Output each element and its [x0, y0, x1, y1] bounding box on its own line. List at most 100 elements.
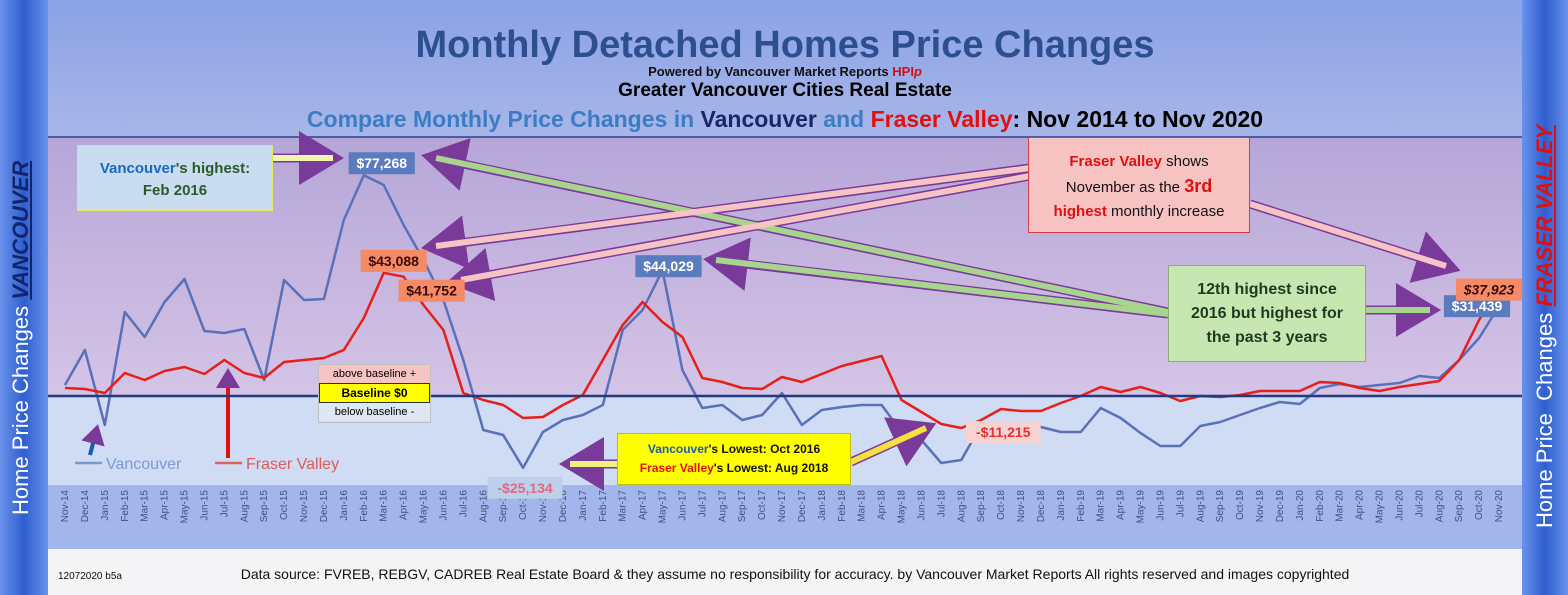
above-label: above baseline + — [319, 365, 430, 383]
value-label: $77,268 — [356, 155, 407, 171]
ann: the past 3 years — [1206, 329, 1328, 346]
compare-c: and — [816, 106, 871, 132]
x-tick-label: Jun-16 — [438, 490, 449, 521]
x-tick-label: Oct-15 — [279, 490, 290, 520]
x-tick-label: Aug-18 — [956, 490, 967, 523]
x-tick-label: Jan-17 — [578, 490, 589, 521]
side-text: Home Price Changes — [8, 305, 33, 515]
x-tick-label: Nov-14 — [60, 490, 71, 523]
x-tick-label: Sep-16 — [498, 490, 509, 523]
x-tick-label: Apr-15 — [160, 490, 171, 520]
baseline-label: Baseline $0 — [319, 383, 430, 403]
x-tick-label: Apr-18 — [877, 490, 888, 520]
below-label: below baseline - — [319, 403, 430, 421]
x-tick-label: Jun-18 — [916, 490, 927, 521]
value-label: $37,923 — [1463, 282, 1515, 298]
x-tick-label: May-16 — [419, 490, 430, 524]
x-tick-label: Nov-20 — [1494, 490, 1505, 523]
ann: Vancouver — [99, 160, 176, 177]
value-label-bg — [1455, 278, 1523, 301]
x-tick-label: Apr-20 — [1355, 490, 1366, 520]
x-tick-label: Oct-16 — [518, 490, 529, 520]
x-tick-label: Mar-18 — [857, 490, 868, 522]
x-tick-label: Dec-19 — [1275, 490, 1286, 523]
ann: 3rd — [1184, 176, 1213, 196]
x-tick-label: May-15 — [180, 490, 191, 524]
x-tick-label: Jul-19 — [1175, 490, 1186, 518]
x-tick-label: Jan-18 — [817, 490, 828, 521]
value-label-bg — [487, 476, 563, 499]
x-tick-label: Jun-15 — [199, 490, 210, 521]
ann: highest — [1053, 203, 1107, 220]
x-tick-label: Jun-20 — [1394, 490, 1405, 521]
xaxis-bg — [48, 485, 1522, 549]
series-line — [63, 173, 1501, 470]
powered-hpi: HPI — [892, 64, 914, 79]
x-tick-label: Oct-19 — [1235, 490, 1246, 520]
left-bar — [0, 0, 48, 595]
x-tick-label: May-20 — [1375, 490, 1386, 524]
value-label: $44,029 — [643, 258, 694, 274]
van-high-box: Vancouver's highest: Feb 2016 — [77, 145, 273, 211]
x-tick-label: Feb-16 — [359, 490, 370, 522]
title: Monthly Detached Homes Price Changes — [415, 24, 1155, 66]
ann: Feb 2016 — [142, 182, 208, 199]
compare-a: Compare Monthly Price Changes in — [306, 106, 701, 132]
x-tick-label: Dec-17 — [797, 490, 808, 523]
value-label-bg — [360, 249, 427, 272]
x-tick-label: Jan-20 — [1295, 490, 1306, 521]
baseline-box: above baseline + Baseline $0 below baselin… — [318, 364, 431, 423]
x-tick-label: May-17 — [658, 490, 669, 524]
value-label-bg — [965, 421, 1041, 444]
x-tick-label: Jan-15 — [100, 490, 111, 521]
x-tick-label: Apr-17 — [638, 490, 649, 520]
powered: Powered by Vancouver Market Reports HPIp — [48, 64, 1522, 79]
x-tick-label: Feb-15 — [120, 490, 131, 522]
x-tick-label: Jul-16 — [458, 490, 469, 518]
x-tick-label: Mar-20 — [1335, 490, 1346, 522]
x-tick-label: Mar-16 — [379, 490, 390, 522]
x-tick-label: Dec-18 — [1036, 490, 1047, 523]
ann: shows — [1161, 153, 1209, 170]
x-tick-label: Jul-17 — [697, 490, 708, 518]
value-label-bg — [348, 152, 415, 175]
x-tick-label: Jul-20 — [1414, 490, 1425, 518]
ann: monthly increase — [1106, 203, 1225, 220]
x-tick-label: Apr-19 — [1116, 490, 1127, 520]
x-tick-label: Jul-18 — [936, 490, 947, 518]
right-bar — [1522, 0, 1568, 595]
ann: 2016 but highest for — [1190, 305, 1344, 322]
left-side-label: Home Price Changes VANCOUVER — [8, 161, 34, 515]
legend-label: Vancouver — [106, 456, 182, 473]
x-tick-label: Sep-18 — [976, 490, 987, 523]
x-tick-label: Oct-20 — [1474, 490, 1485, 520]
x-tick-label: Jan-16 — [339, 490, 350, 521]
x-tick-label: Sep-15 — [259, 490, 270, 523]
side-text: Home Price Changes — [1532, 312, 1557, 528]
x-tick-label: Jan-19 — [1056, 490, 1067, 521]
powered-p: p — [913, 64, 922, 79]
value-label: -$25,134 — [497, 480, 552, 496]
right-side-label: Home Price Changes FRASER VALLEY — [1532, 125, 1558, 528]
x-tick-label: Aug-17 — [717, 490, 728, 523]
x-tick-label: Oct-17 — [757, 490, 768, 520]
x-tick-label: Nov-18 — [1016, 490, 1027, 523]
x-tick-label: Dec-15 — [319, 490, 330, 523]
ann: 's Lowest: Oct 2016 — [708, 442, 821, 456]
x-tick-label: Apr-16 — [399, 490, 410, 520]
compare-b: Vancouver — [700, 106, 817, 132]
header-bg — [48, 0, 1522, 137]
twelfth-box: 12th highest since 2016 but highest for th… — [1168, 265, 1366, 362]
x-tick-label: Mar-17 — [618, 490, 629, 522]
fv-nov-box: Fraser Valley shows November as the 3rd hi… — [1028, 137, 1250, 233]
x-tick-label: Dec-14 — [80, 490, 91, 523]
ann: Fraser Valley — [1069, 153, 1162, 170]
x-tick-label: Dec-16 — [558, 490, 569, 523]
ann: 's highest: — [175, 160, 251, 177]
x-tick-label: Sep-20 — [1454, 490, 1465, 523]
compare: Compare Monthly Price Changes in Vancouv… — [48, 106, 1522, 133]
compare-e: : Nov 2014 to Nov 2020 — [1012, 106, 1264, 132]
value-label-bg — [398, 279, 465, 302]
x-tick-label: May-18 — [897, 490, 908, 524]
